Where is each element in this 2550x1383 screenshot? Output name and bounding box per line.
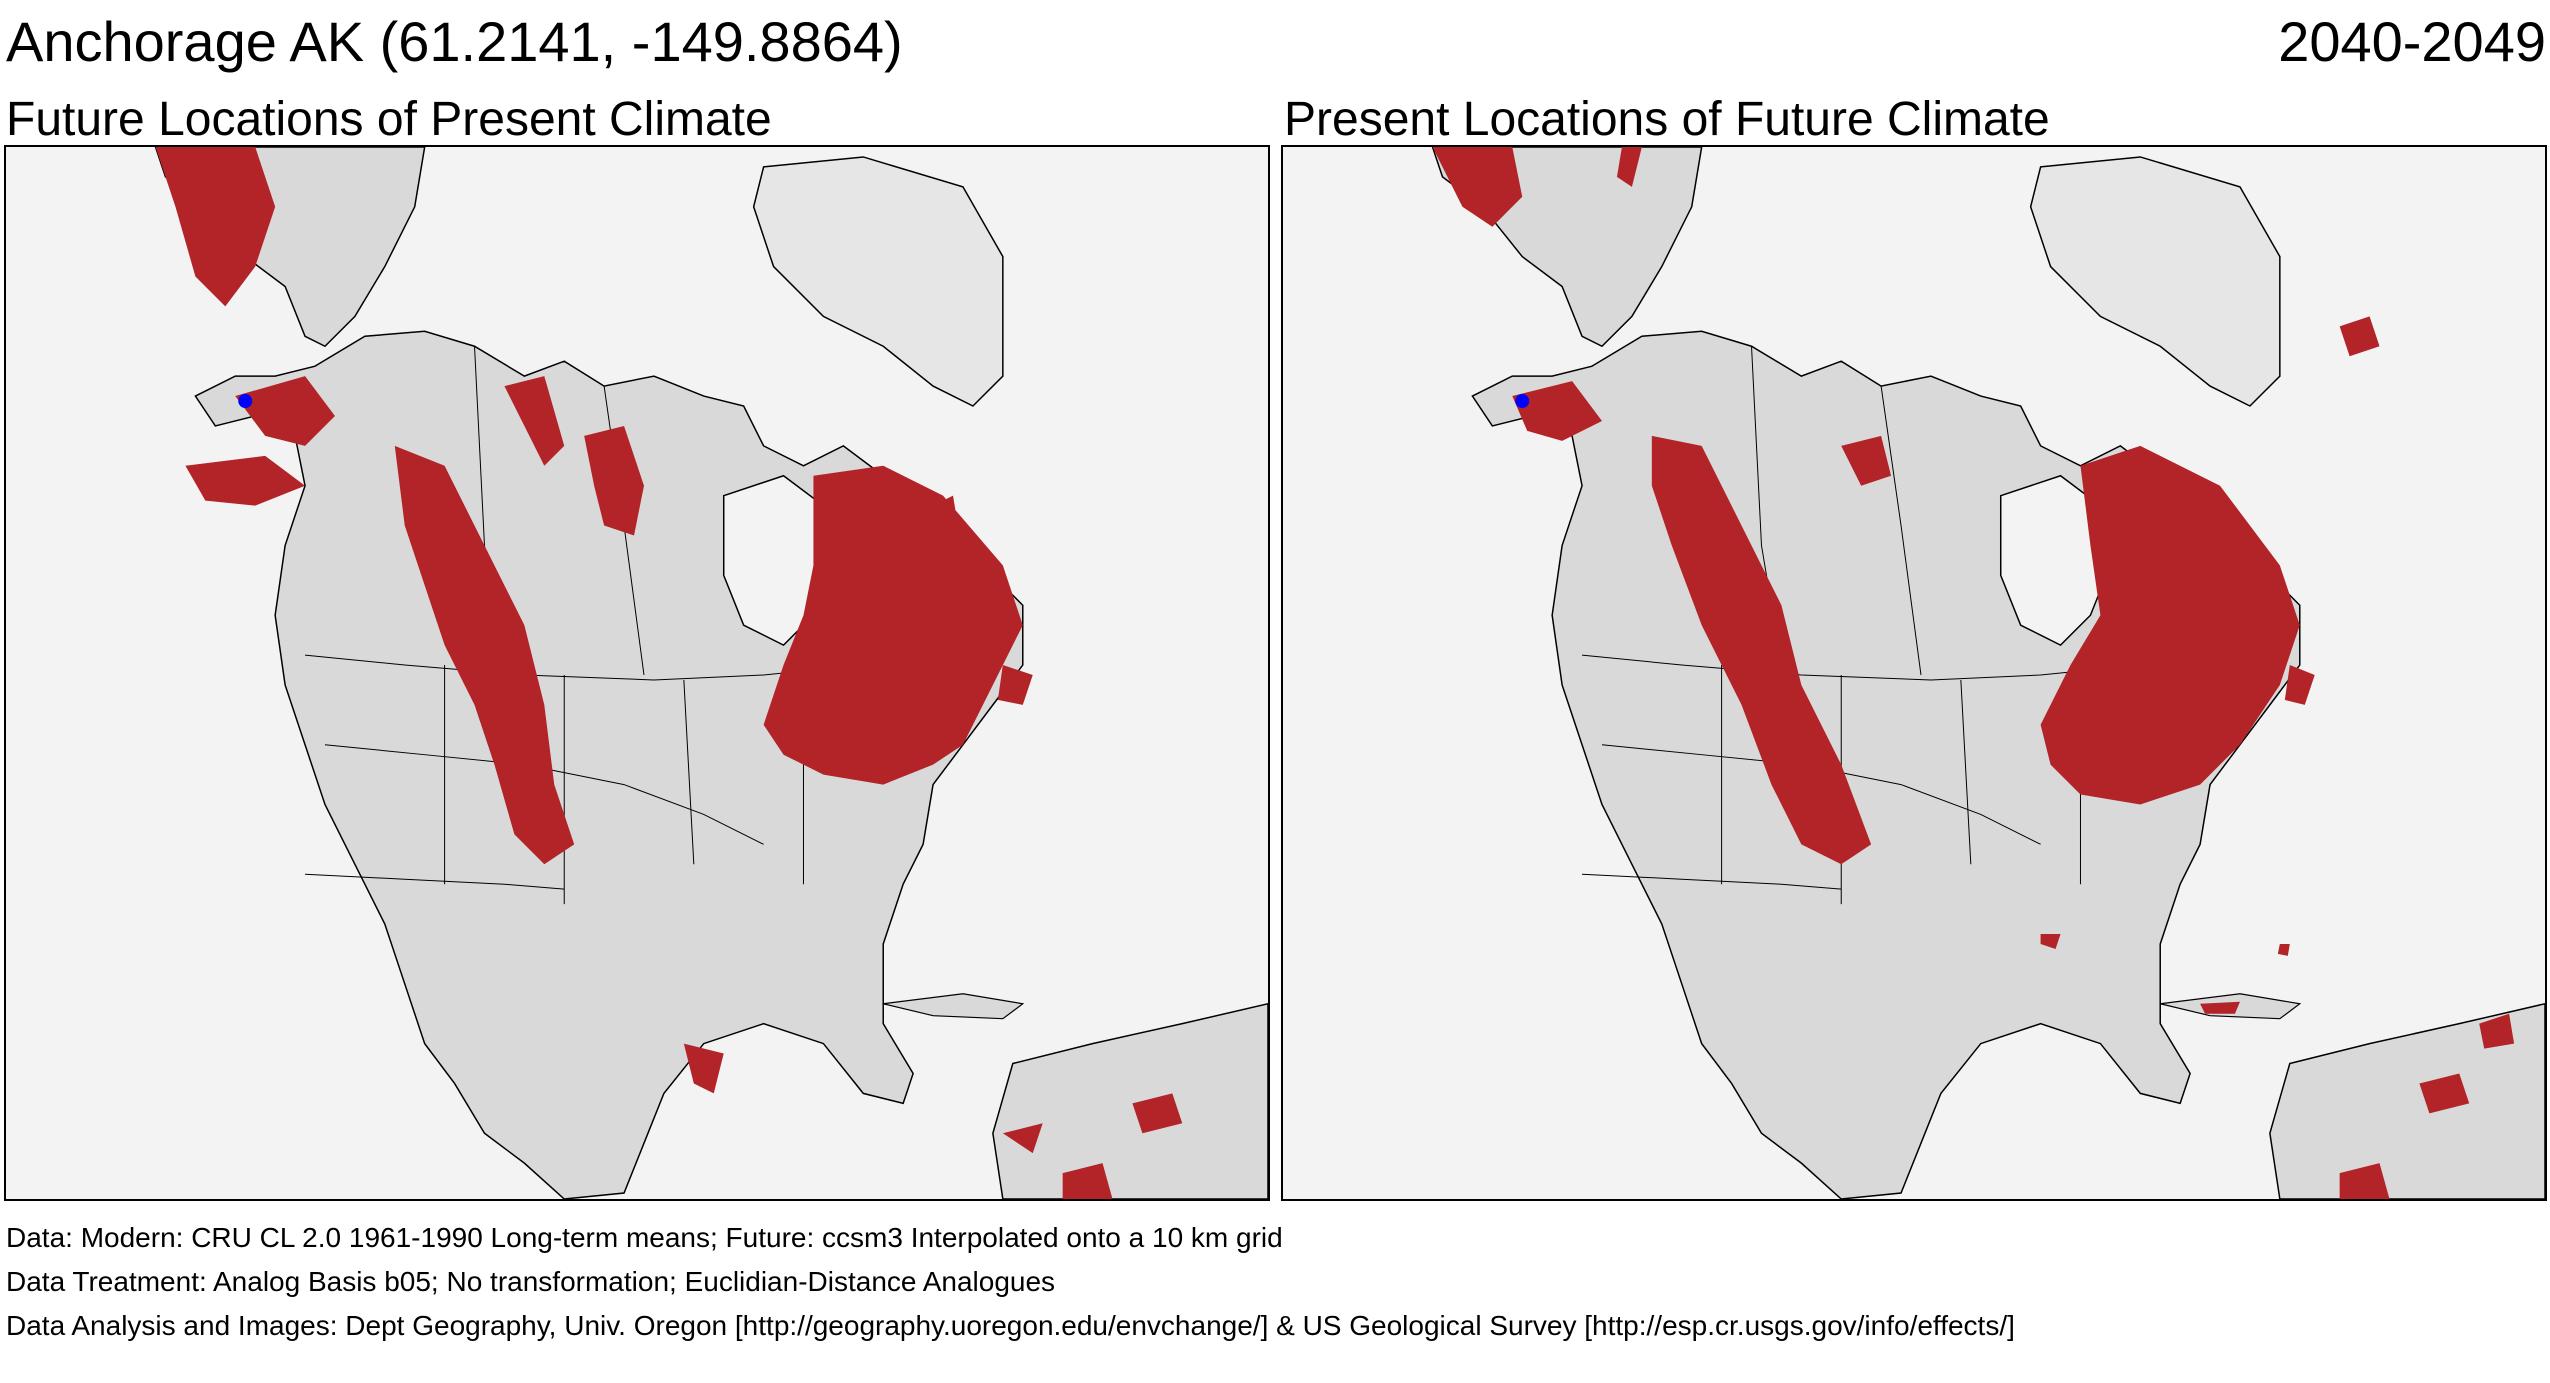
footer-data-treatment: Data Treatment: Analog Basis b05; No tra… — [6, 1266, 1056, 1297]
left-map — [6, 147, 1268, 1199]
left-map-panel — [4, 145, 1270, 1201]
greenland — [752, 156, 1004, 407]
south-america-landmass — [992, 1002, 1268, 1199]
footer-data-analysis: Data Analysis and Images: Dept Geography… — [6, 1310, 2015, 1341]
right-map — [1283, 147, 2545, 1199]
location-title: Anchorage AK (61.2141, -149.8864) — [6, 10, 903, 73]
left-panel-title: Future Locations of Present Climate — [6, 93, 772, 146]
analog-climate-regions — [1432, 147, 2515, 1199]
right-panel-title: Present Locations of Future Climate — [1284, 93, 2050, 146]
greenland — [2029, 156, 2281, 407]
caribbean-islands — [883, 993, 1025, 1020]
anchorage-marker — [1515, 394, 1530, 409]
south-america-landmass — [2269, 1002, 2545, 1199]
anchorage-marker — [238, 394, 253, 409]
footer-data-source: Data: Modern: CRU CL 2.0 1961-1990 Long-… — [6, 1222, 1283, 1253]
period-title: 2040-2049 — [2278, 10, 2546, 73]
analog-climate-regions — [155, 147, 1183, 1199]
hudson-bay — [1999, 474, 2112, 647]
right-map-panel — [1281, 145, 2547, 1201]
